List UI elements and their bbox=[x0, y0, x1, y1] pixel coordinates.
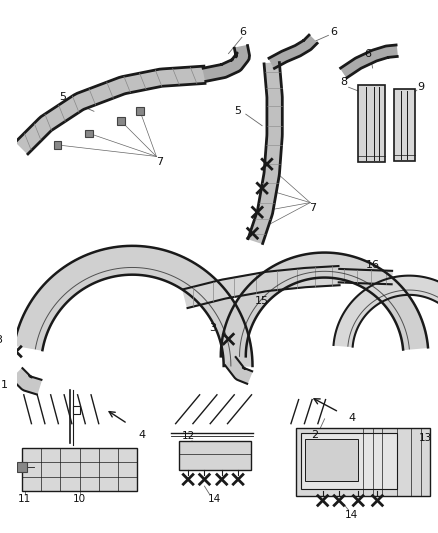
Text: 5: 5 bbox=[60, 92, 67, 102]
Text: 3: 3 bbox=[0, 335, 2, 345]
Text: 6: 6 bbox=[240, 27, 247, 36]
Text: 3: 3 bbox=[210, 322, 217, 333]
Polygon shape bbox=[248, 62, 283, 244]
Text: 14: 14 bbox=[345, 510, 358, 520]
Bar bbox=[358, 85, 385, 162]
Text: 10: 10 bbox=[73, 494, 86, 504]
Polygon shape bbox=[269, 35, 317, 68]
Bar bbox=[305, 439, 358, 481]
Bar bbox=[300, 433, 397, 489]
Text: 9: 9 bbox=[417, 82, 424, 92]
Text: 16: 16 bbox=[366, 260, 380, 270]
Polygon shape bbox=[183, 266, 339, 308]
Polygon shape bbox=[339, 269, 392, 284]
Text: 1: 1 bbox=[1, 380, 8, 390]
Text: 14: 14 bbox=[208, 494, 221, 504]
Bar bbox=[394, 89, 415, 161]
Text: 7: 7 bbox=[310, 204, 317, 213]
Bar bbox=[22, 448, 137, 491]
Polygon shape bbox=[16, 66, 205, 154]
Text: 7: 7 bbox=[156, 157, 163, 167]
Text: 4: 4 bbox=[138, 430, 145, 440]
Text: 13: 13 bbox=[419, 433, 432, 443]
Polygon shape bbox=[225, 357, 252, 384]
Text: 8: 8 bbox=[340, 77, 347, 87]
Text: 4: 4 bbox=[348, 413, 355, 423]
Bar bbox=[179, 441, 251, 470]
Polygon shape bbox=[221, 253, 428, 357]
Text: 5: 5 bbox=[235, 106, 242, 116]
Text: 6: 6 bbox=[331, 27, 338, 36]
Bar bbox=[73, 406, 81, 414]
Bar bbox=[136, 108, 144, 115]
Text: 11: 11 bbox=[18, 494, 32, 504]
Text: 15: 15 bbox=[255, 296, 269, 305]
Polygon shape bbox=[203, 45, 250, 82]
Text: 12: 12 bbox=[181, 431, 195, 441]
Bar bbox=[296, 429, 430, 496]
Bar bbox=[117, 117, 125, 125]
Bar bbox=[17, 462, 27, 472]
Polygon shape bbox=[341, 45, 397, 78]
Text: 2: 2 bbox=[311, 430, 318, 440]
Text: 6: 6 bbox=[364, 49, 371, 59]
Polygon shape bbox=[14, 246, 252, 366]
Bar bbox=[85, 130, 93, 137]
Polygon shape bbox=[11, 368, 42, 394]
Polygon shape bbox=[333, 276, 438, 346]
Bar bbox=[53, 141, 61, 149]
